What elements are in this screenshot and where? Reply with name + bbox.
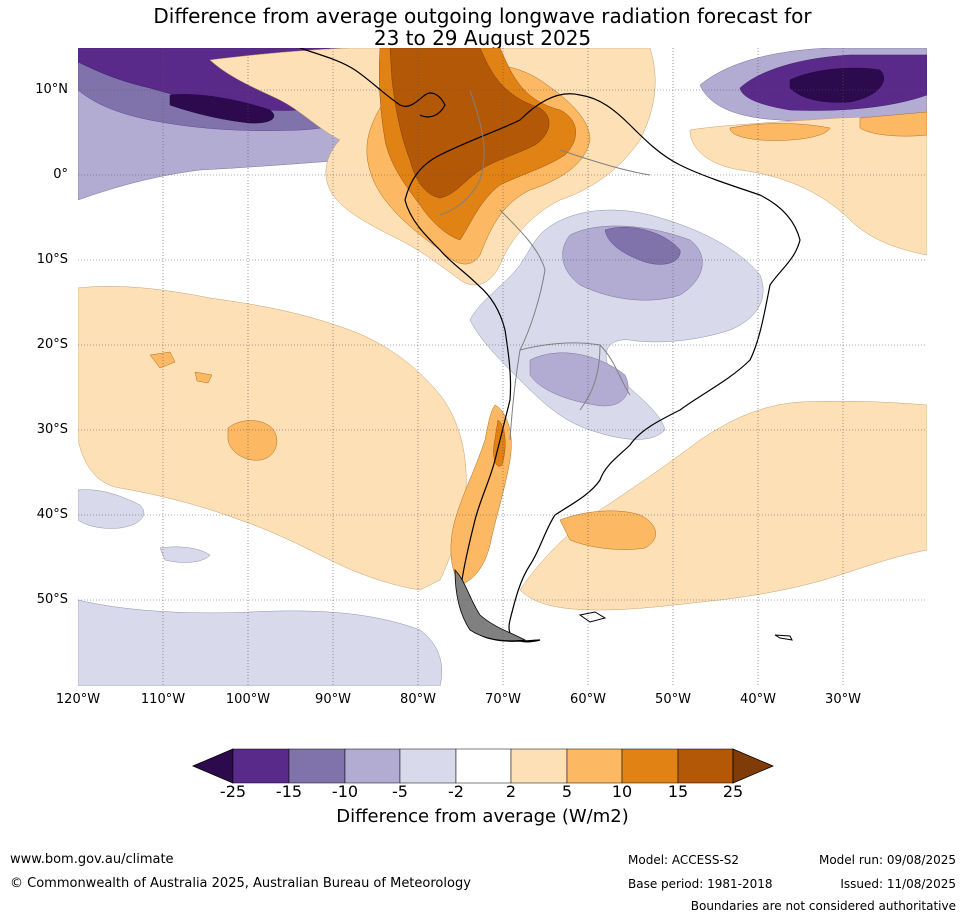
lat-label-10n: 10°N <box>35 82 68 97</box>
lat-label-30s: 30°S <box>36 422 68 437</box>
colorbar-tick-label: 5 <box>561 782 573 801</box>
lat-label-40s: 40°S <box>36 507 68 522</box>
anomaly-region-neg-north-atlantic-core <box>789 67 884 103</box>
anomaly-region-neg-southwest <box>78 599 443 686</box>
colorbar-segment-6 <box>510 748 568 784</box>
anomaly-region-neg-csa-core <box>604 227 681 265</box>
anomaly-region-neg-west-patches <box>78 489 211 563</box>
footer-model: Model: ACCESS-S2 <box>628 853 740 867</box>
colorbar-segment-1 <box>232 748 290 784</box>
colorbar-segment-3 <box>344 748 401 784</box>
anomaly-region-pos-north-atlantic-core <box>729 111 927 141</box>
south-america-coastline <box>404 93 801 643</box>
tierra-del-fuego <box>454 569 527 642</box>
colorbar-tick-label: 2 <box>505 782 517 801</box>
anomaly-region-pos-nsa-core <box>389 48 550 199</box>
colorbar-tick-label: 25 <box>722 782 744 801</box>
anomaly-region-pos-south-atlantic <box>519 400 927 611</box>
colorbar-tick-label: -25 <box>219 782 247 801</box>
map-title-line1: Difference from average outgoing longwav… <box>153 4 812 28</box>
colorbar-segment-7 <box>566 748 623 784</box>
lon-label-30w: 30°W <box>825 692 861 707</box>
colorbar-label: Difference from average (W/m2) <box>336 806 629 827</box>
anomaly-region-pos-south-atlantic-core <box>559 510 656 550</box>
south-georgia <box>774 634 793 641</box>
colorbar-segment-5 <box>455 748 512 784</box>
colorbar-segment-8 <box>621 748 679 784</box>
lon-label-80w: 80°W <box>400 692 436 707</box>
colorbar-segment-2 <box>288 748 346 784</box>
lat-label-50s: 50°S <box>36 592 68 607</box>
lon-label-40w: 40°W <box>740 692 776 707</box>
colorbar-tick-label: -2 <box>448 782 464 801</box>
falkland-islands <box>578 611 607 623</box>
colorbar-segment-4 <box>399 748 457 784</box>
colorbar-tick-label: -10 <box>331 782 359 801</box>
colorbar <box>191 748 775 784</box>
footer-issued: Issued: 11/08/2025 <box>840 877 956 891</box>
lon-label-120w: 120°W <box>55 692 101 707</box>
colorbar-min-extension <box>191 748 234 784</box>
lon-label-70w: 70°W <box>485 692 521 707</box>
lat-label-0: 0° <box>53 167 68 182</box>
colorbar-tick-label: 15 <box>667 782 689 801</box>
colorbar-max-extension <box>732 748 775 784</box>
colorbar-tick-label: 10 <box>611 782 633 801</box>
central-america-coastline <box>299 48 446 118</box>
lon-label-60w: 60°W <box>570 692 606 707</box>
anomaly-region-pos-small-2 <box>194 371 213 384</box>
lon-label-50w: 50°W <box>655 692 691 707</box>
map-gridlines <box>78 48 927 686</box>
lat-label-10s: 10°S <box>36 252 68 267</box>
footer-disclaimer: Boundaries are not considered authoritat… <box>690 899 956 913</box>
anomaly-region-pos-small-1 <box>149 351 176 369</box>
footer-website: www.bom.gov.au/climate <box>10 852 174 867</box>
country-borders <box>439 89 651 441</box>
anomaly-region-neg-csa-mid <box>529 225 703 407</box>
anomaly-region-pos-south-pacific-core <box>227 420 278 461</box>
colorbar-tick-label: -15 <box>275 782 303 801</box>
lon-label-110w: 110°W <box>140 692 186 707</box>
colorbar-tick-label: -5 <box>392 782 408 801</box>
footer-model-run: Model run: 09/08/2025 <box>818 853 956 867</box>
footer-copyright: © Commonwealth of Australia 2025, Austra… <box>10 876 471 891</box>
map-title-line2: 23 to 29 August 2025 <box>373 26 592 50</box>
lon-label-90w: 90°W <box>315 692 351 707</box>
lat-label-20s: 20°S <box>36 337 68 352</box>
colorbar-segment-9 <box>677 748 734 784</box>
footer-base-period: Base period: 1981-2018 <box>628 877 773 891</box>
anomaly-region-neg-north-pacific-core <box>169 94 275 124</box>
lon-label-100w: 100°W <box>225 692 271 707</box>
anomaly-region-pos-north-atlantic <box>689 114 927 256</box>
